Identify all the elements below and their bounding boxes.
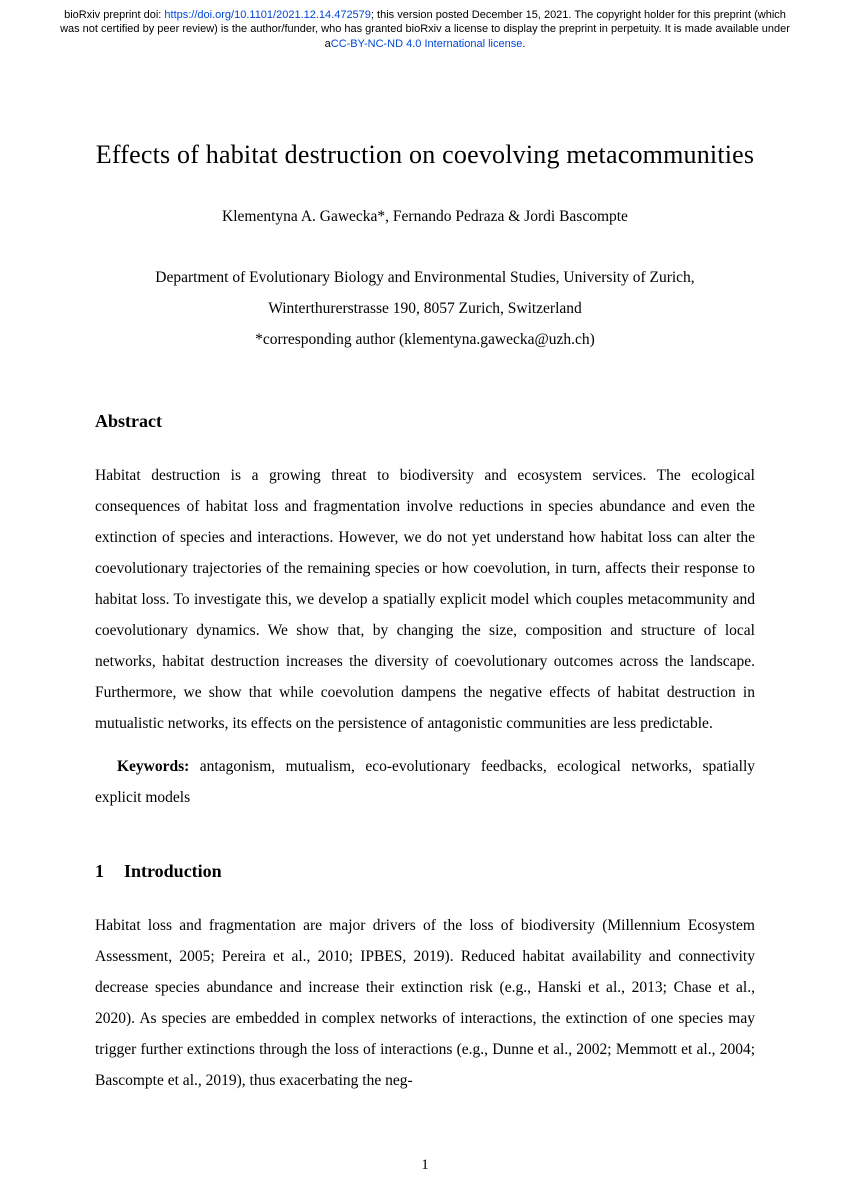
keywords-text: antagonism, mutualism, eco-evolutionary … (95, 758, 755, 806)
abstract-text: Habitat destruction is a growing threat … (95, 460, 755, 739)
section-number: 1 (95, 861, 104, 882)
affiliation-line-3: *corresponding author (klementyna.gaweck… (95, 324, 755, 355)
license-link[interactable]: CC-BY-NC-ND 4.0 International license (331, 38, 523, 50)
preprint-suffix: . (522, 38, 525, 50)
page-number: 1 (0, 1157, 850, 1174)
keywords-line: Keywords: antagonism, mutualism, eco-evo… (95, 751, 755, 813)
preprint-prefix: bioRxiv preprint doi: (64, 9, 164, 21)
affiliation-block: Department of Evolutionary Biology and E… (95, 262, 755, 355)
introduction-text: Habitat loss and fragmentation are major… (95, 910, 755, 1096)
introduction-heading: 1 Introduction (95, 861, 755, 882)
preprint-banner: bioRxiv preprint doi: https://doi.org/10… (60, 8, 790, 51)
paper-title: Effects of habitat destruction on coevol… (95, 140, 755, 170)
doi-link[interactable]: https://doi.org/10.1101/2021.12.14.47257… (164, 9, 371, 21)
page-content: Effects of habitat destruction on coevol… (95, 140, 755, 1096)
authors-line: Klementyna A. Gawecka*, Fernando Pedraza… (95, 208, 755, 226)
affiliation-line-1: Department of Evolutionary Biology and E… (95, 262, 755, 293)
abstract-heading: Abstract (95, 411, 755, 432)
section-title: Introduction (124, 861, 222, 881)
affiliation-line-2: Winterthurerstrasse 190, 8057 Zurich, Sw… (95, 293, 755, 324)
keywords-label: Keywords: (117, 758, 189, 775)
